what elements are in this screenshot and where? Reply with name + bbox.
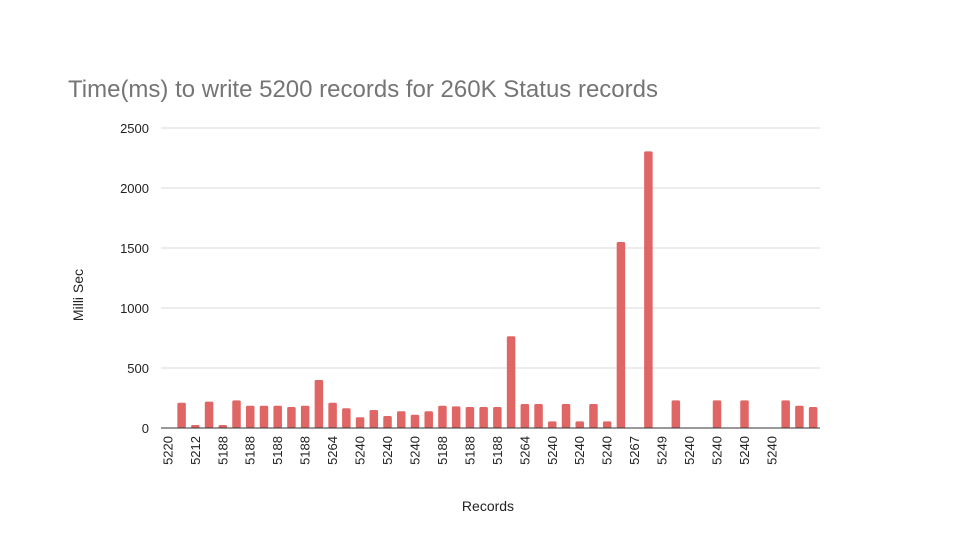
y-tick-label: 0 (142, 421, 149, 436)
x-tick-label: 5249 (655, 436, 670, 465)
bar (740, 400, 749, 428)
x-tick-label: 5188 (435, 436, 450, 465)
x-tick-label: 5267 (627, 436, 642, 465)
bar (465, 407, 475, 428)
bar (259, 405, 269, 428)
y-axis-ticks: 0 500 1000 1500 2000 2500 (120, 121, 149, 436)
bar (177, 402, 186, 428)
x-tick-label: 5240 (737, 436, 752, 465)
y-tick-label: 2000 (120, 181, 149, 196)
x-tick-label: 5188 (243, 436, 258, 465)
bar (561, 404, 571, 428)
x-tick-label: 5188 (490, 436, 505, 465)
bar (424, 411, 433, 428)
bar (410, 414, 420, 428)
bar (232, 400, 241, 428)
bar (438, 405, 447, 428)
bar (493, 407, 502, 428)
bar (602, 421, 612, 428)
bar (479, 407, 488, 428)
bar (287, 407, 296, 428)
x-tick-label: 5240 (353, 436, 368, 465)
x-tick-label: 5188 (215, 436, 230, 465)
bar (191, 425, 200, 428)
bar (795, 405, 804, 428)
x-tick-label: 5212 (188, 436, 203, 465)
x-tick-label: 5240 (380, 436, 395, 465)
bar (589, 404, 598, 428)
bar (369, 410, 379, 428)
bar (644, 151, 653, 428)
bar (671, 400, 681, 428)
y-axis-label: Milli Sec (70, 269, 86, 321)
bar (451, 406, 461, 428)
bar (534, 404, 543, 428)
x-tick-label: 5240 (407, 436, 422, 465)
bar (204, 401, 214, 428)
x-axis-ticks: 5220 5212 5188 5188 5188 5188 5264 5240 5240 5240… (160, 436, 779, 465)
bar (506, 336, 516, 428)
bar (328, 402, 337, 428)
bar (781, 400, 790, 428)
bar (273, 405, 282, 428)
chart-title: Time(ms) to write 5200 records for 260K … (68, 76, 658, 103)
bar (314, 380, 324, 428)
bar (245, 405, 255, 428)
bar (575, 421, 584, 428)
x-tick-label: 5240 (682, 436, 697, 465)
bar (383, 416, 392, 428)
bar (397, 411, 406, 428)
x-tick-label: 5220 (160, 436, 175, 465)
y-tick-label: 2500 (120, 121, 149, 136)
y-tick-label: 1000 (120, 301, 149, 316)
x-tick-label: 5264 (325, 436, 340, 465)
bar (300, 405, 310, 428)
x-tick-label: 5188 (298, 436, 313, 465)
x-axis-label: Records (462, 498, 514, 514)
x-tick-label: 5240 (764, 436, 779, 465)
y-tick-label: 500 (127, 361, 149, 376)
bar (520, 404, 530, 428)
bars (177, 151, 818, 428)
x-tick-label: 5264 (517, 436, 532, 465)
gridlines (161, 127, 820, 369)
x-tick-label: 5240 (600, 436, 615, 465)
x-tick-label: 5188 (462, 436, 477, 465)
bar (342, 408, 351, 428)
x-tick-label: 5188 (270, 436, 285, 465)
bar (548, 421, 557, 428)
bar (808, 407, 818, 428)
x-tick-label: 5240 (572, 436, 587, 465)
x-tick-label: 5240 (710, 436, 725, 465)
bar (616, 242, 626, 428)
bar (712, 400, 722, 428)
bar (355, 417, 365, 428)
bar (218, 425, 228, 428)
x-tick-label: 5240 (545, 436, 560, 465)
y-tick-label: 1500 (120, 241, 149, 256)
